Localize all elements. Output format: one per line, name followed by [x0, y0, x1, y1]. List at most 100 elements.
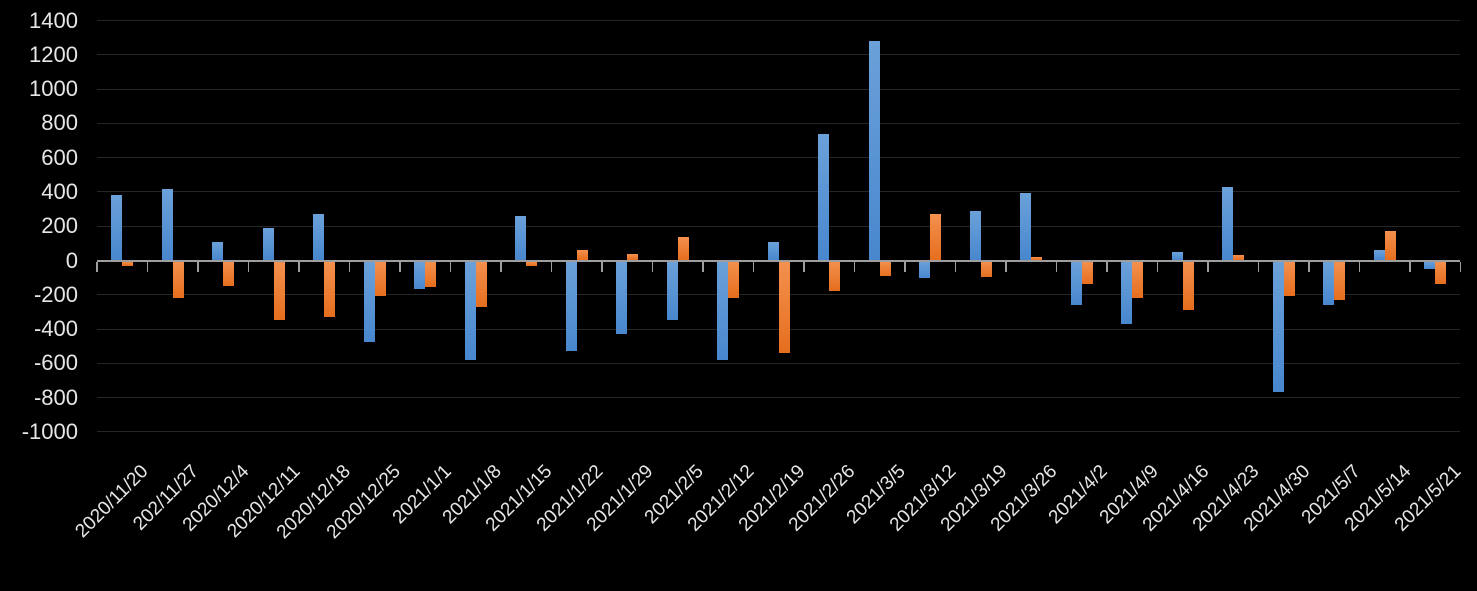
bar-blue [919, 260, 931, 278]
bar-orange [324, 260, 336, 318]
gridline [96, 20, 1460, 22]
bar-orange [475, 260, 487, 307]
bar-orange [374, 260, 386, 297]
bar-orange [930, 214, 942, 261]
bar-orange [576, 250, 588, 261]
bar-orange [778, 260, 790, 354]
bar-blue [1020, 192, 1032, 261]
bar-blue [666, 260, 678, 321]
bar-orange [1334, 260, 1346, 300]
y-axis-label: 200 [41, 213, 78, 239]
bar-orange [1182, 260, 1194, 311]
axis-tick-mark [904, 261, 906, 272]
y-axis-label: 1000 [29, 76, 78, 102]
bar-orange [677, 237, 689, 261]
bar-blue [1424, 260, 1436, 270]
axis-tick-mark [500, 261, 502, 272]
bar-orange [980, 260, 992, 277]
bar-blue [818, 133, 830, 261]
y-axis-label: -800 [33, 384, 78, 410]
bar-blue [1272, 260, 1284, 393]
bar-blue [1121, 260, 1133, 324]
bar-blue [1323, 260, 1335, 306]
axis-tick-mark [601, 261, 603, 272]
bar-blue [969, 210, 981, 261]
axis-tick-mark [1055, 261, 1057, 272]
bar-blue [1373, 250, 1385, 261]
bar-orange [273, 260, 285, 321]
bar-blue [212, 241, 224, 261]
bar-orange [1132, 260, 1144, 299]
axis-tick-mark [146, 261, 148, 272]
y-axis-label: -600 [33, 350, 78, 376]
bar-orange [1384, 231, 1396, 261]
axis-tick-mark [1106, 261, 1108, 272]
bar-blue [414, 260, 426, 289]
axis-tick-mark [1409, 261, 1411, 272]
axis-tick-mark [348, 261, 350, 272]
axis-tick-mark [96, 261, 98, 272]
axis-tick-mark [752, 261, 754, 272]
axis-tick-mark [1308, 261, 1310, 272]
bar-blue [161, 188, 173, 261]
bar-blue [464, 260, 476, 360]
bar-blue [515, 215, 527, 261]
bar-blue [717, 260, 729, 360]
axis-tick-mark [803, 261, 805, 272]
y-axis-label: -1000 [21, 418, 78, 444]
y-axis-label: -400 [33, 316, 78, 342]
bar-orange [223, 260, 235, 287]
axis-tick-mark [1207, 261, 1209, 272]
bar-blue [616, 260, 628, 335]
bar-blue [262, 227, 274, 261]
axis-tick-mark [1358, 261, 1360, 272]
axis-tick-mark [1005, 261, 1007, 272]
bar-blue [868, 41, 880, 261]
gridline [96, 397, 1460, 399]
gridline [96, 225, 1460, 227]
gridline [96, 294, 1460, 296]
bar-orange [1283, 260, 1295, 297]
y-axis-label: 600 [41, 144, 78, 170]
axis-tick-mark [399, 261, 401, 272]
axis-tick-mark [1459, 261, 1461, 272]
y-axis-label: -200 [33, 281, 78, 307]
axis-tick-mark [1257, 261, 1259, 272]
bar-orange [728, 260, 740, 299]
gridline [96, 431, 1460, 433]
bar-blue [1171, 251, 1183, 261]
bar-orange [122, 260, 134, 266]
bar-blue [363, 260, 375, 342]
gridline [96, 191, 1460, 193]
axis-tick-mark [1156, 261, 1158, 272]
bar-orange [1081, 260, 1093, 285]
bar-blue [111, 195, 123, 261]
bar-orange [172, 260, 184, 299]
bar-blue [1222, 186, 1234, 261]
y-axis-label: 1400 [29, 7, 78, 33]
bar-orange [879, 260, 891, 276]
bar-blue [1070, 260, 1082, 306]
axis-tick-mark [298, 261, 300, 272]
bar-orange [1435, 260, 1447, 284]
axis-tick-mark [449, 261, 451, 272]
bar-blue [767, 241, 779, 261]
gridline [96, 88, 1460, 90]
y-axis-label: 400 [41, 178, 78, 204]
gridline [96, 157, 1460, 159]
axis-tick-mark [651, 261, 653, 272]
axis-tick-mark [247, 261, 249, 272]
bar-orange [627, 253, 639, 261]
axis-tick-mark [954, 261, 956, 272]
x-axis-line [96, 259, 1460, 262]
gridline [96, 54, 1460, 56]
axis-tick-mark [550, 261, 552, 272]
axis-tick-mark [197, 261, 199, 272]
bar-orange [1031, 257, 1043, 261]
gridline [96, 328, 1460, 330]
gridline [96, 362, 1460, 364]
y-axis-label: 0 [65, 247, 78, 273]
axis-tick-mark [702, 261, 704, 272]
y-axis-label: 1200 [29, 41, 78, 67]
